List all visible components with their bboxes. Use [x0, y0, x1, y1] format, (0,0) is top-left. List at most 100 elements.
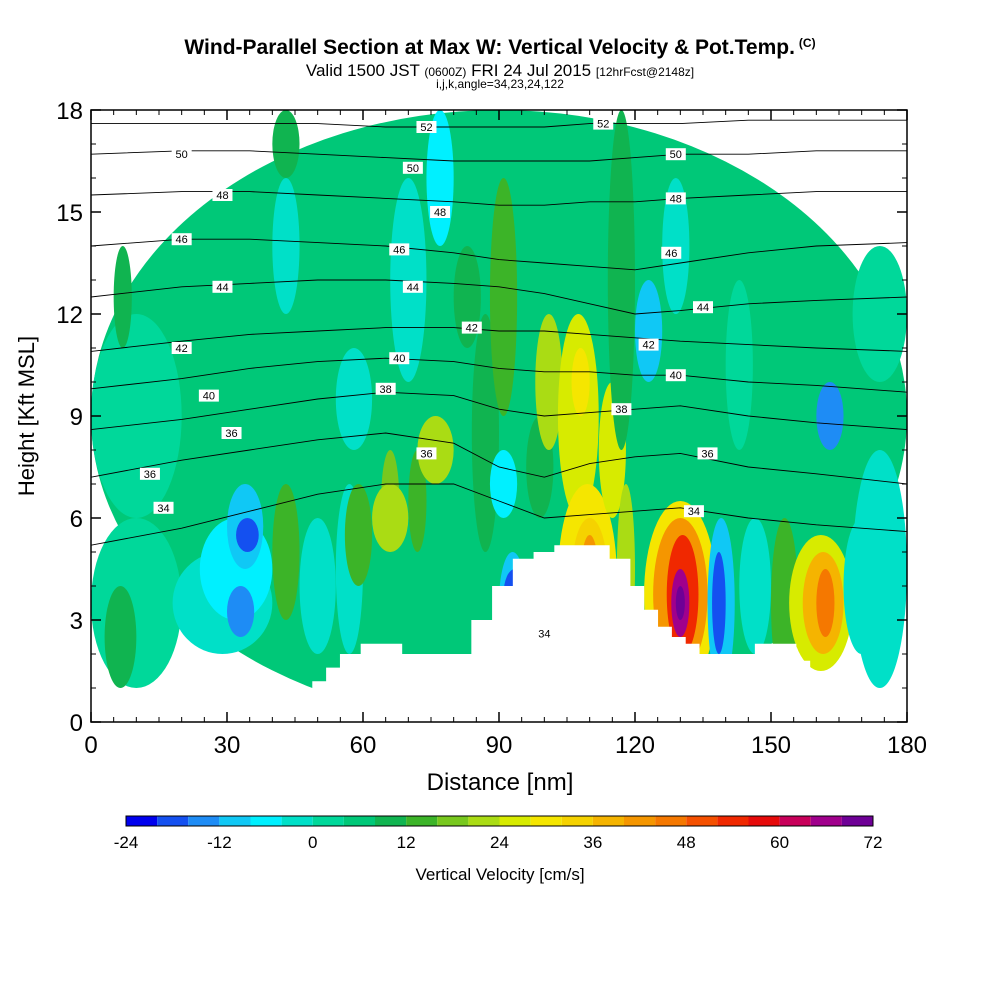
velocity-cell [725, 280, 753, 450]
colorbar-swatch [188, 816, 220, 826]
colorbar-swatch [592, 816, 624, 826]
theta-label-box [389, 243, 410, 256]
velocity-cell [635, 280, 663, 382]
x-tick-label: 150 [751, 732, 791, 759]
colorbar-swatch [250, 816, 282, 826]
colorbar-tick-label: 48 [677, 833, 696, 852]
theta-label-box [430, 206, 451, 218]
theta-label: 44 [407, 282, 419, 294]
theta-label-box [693, 301, 713, 314]
theta-label: 52 [597, 119, 609, 131]
theta-label-box [375, 382, 396, 395]
x-axis-label: Distance [nm] [427, 769, 574, 796]
colorbar-swatch [841, 816, 873, 826]
y-tick-label: 18 [56, 98, 83, 125]
colorbar-swatch [281, 816, 313, 826]
velocity-cell [662, 178, 690, 314]
velocity-cell [675, 586, 685, 620]
velocity-cell [852, 450, 907, 688]
theta-label: 50 [176, 149, 188, 161]
velocity-cell [91, 314, 182, 518]
theta-label-box [665, 148, 686, 161]
velocity-cell [299, 518, 336, 654]
chart-subtitle: Valid 1500 JST (0600Z) FRI 24 Jul 2015 [… [305, 61, 695, 80]
x-tick-label: 120 [615, 732, 655, 759]
theta-contour-labels: 34 36 36 38 36 40 40 42 42 44 44 46 46 48 48 50 50 52 52 50… [139, 117, 718, 641]
velocity-cell [607, 110, 636, 450]
colorbar-label: Vertical Velocity [cm/s] [415, 865, 584, 884]
theta-label-box [389, 352, 410, 365]
theta-label: 42 [642, 340, 654, 352]
theta-label-box [139, 467, 160, 480]
theta-label: 52 [420, 122, 432, 134]
colorbar-frame [125, 815, 874, 827]
colorbar-swatch [717, 816, 749, 826]
theta-label: 34 [157, 503, 169, 515]
theta-label-box [153, 501, 174, 514]
velocity-cell [712, 552, 726, 654]
velocity-cell [816, 382, 844, 450]
x-tick-label: 30 [214, 732, 241, 759]
y-tick-label: 9 [70, 404, 83, 431]
theta-label-box [665, 369, 686, 382]
colorbar-swatch [748, 816, 780, 826]
velocity-cell [344, 484, 373, 586]
colorbar-swatch [437, 816, 469, 826]
theta-label-box [198, 389, 219, 402]
colorbar-tick-label: 12 [397, 833, 416, 852]
velocity-cell [408, 450, 427, 552]
velocity-cell [816, 569, 835, 637]
velocity-cell [372, 484, 409, 552]
velocity-cell [272, 110, 300, 178]
colorbar-swatch [468, 816, 500, 826]
theta-label-box [402, 280, 423, 293]
theta-label: 42 [176, 343, 188, 355]
theta-40-contour [91, 357, 907, 393]
theta-label: 34 [688, 506, 700, 518]
velocity-cell [852, 246, 907, 382]
colorbar-swatch [126, 816, 158, 826]
colorbar-swatch [499, 816, 531, 826]
theta-label-box [461, 321, 482, 334]
theta-label-box [171, 233, 192, 246]
colorbar-tick-label: 24 [490, 833, 509, 852]
velocity-cell [227, 586, 255, 637]
x-tick-label: 180 [887, 732, 927, 759]
theta-38-contour [91, 391, 907, 431]
colorbar-swatch [810, 816, 842, 826]
theta-label: 38 [380, 384, 392, 396]
theta-label: 46 [176, 234, 188, 246]
velocity-cell [489, 450, 518, 518]
velocity-cell [489, 178, 518, 416]
colorbar-swatch [157, 816, 189, 826]
y-tick-label: 15 [56, 200, 83, 227]
theta-label: 48 [670, 193, 682, 205]
copyright-mark: (C) [798, 36, 816, 50]
theta-50-contour [91, 150, 907, 162]
theta-label: 40 [670, 370, 682, 382]
theta-label: 34 [538, 629, 550, 641]
colorbar-swatch [312, 816, 344, 826]
y-tick-label: 0 [70, 710, 83, 737]
theta-label: 48 [216, 190, 228, 202]
theta-label-box [402, 161, 423, 174]
theta-label: 44 [697, 302, 709, 314]
theta-label-box [416, 447, 437, 460]
colorbar: -24 -12 0 12 24 36 48 60 72 [114, 815, 882, 852]
theta-label: 36 [225, 428, 237, 440]
theta-label-box [221, 427, 242, 439]
theta-label: 36 [144, 469, 156, 481]
theta-label: 50 [407, 163, 419, 175]
velocity-cell [335, 348, 373, 450]
theta-label-box [697, 447, 718, 460]
grid-info: i,j,k,angle=34,23,24,122 [436, 77, 564, 91]
colorbar-swatch [343, 816, 375, 826]
x-tick-label: 60 [350, 732, 377, 759]
colorbar-swatch [530, 816, 562, 826]
colorbar-tick-label: -12 [207, 833, 232, 852]
velocity-field [91, 110, 907, 722]
theta-contours [91, 119, 907, 546]
theta-label: 36 [420, 448, 432, 460]
